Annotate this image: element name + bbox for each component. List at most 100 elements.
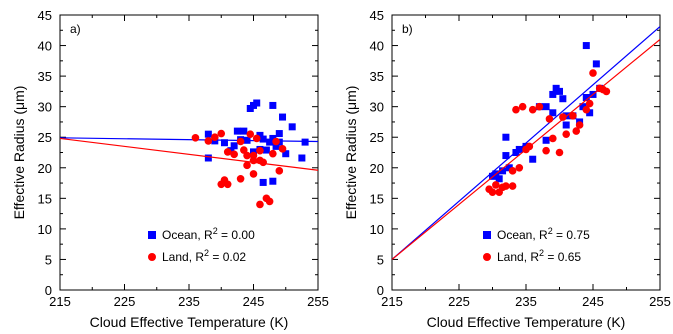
legend-land-text: Land, R: [162, 250, 204, 264]
legend-ocean-text: Ocean, R: [162, 228, 213, 242]
legend-land-marker: [148, 253, 156, 261]
land-point: [569, 112, 577, 120]
land-point: [585, 99, 594, 108]
ocean-point: [529, 155, 537, 163]
y-tick-label: 5: [45, 252, 52, 267]
ocean-point: [559, 95, 567, 103]
panel-a: 215 225 235 245 255 0 5 10 15 20 25 30 35 40 45 Cloud E…: [11, 8, 329, 330]
y-tick-label: 40: [370, 39, 384, 54]
land-point: [204, 137, 213, 145]
x-tick-label: 225: [448, 294, 470, 309]
y-tick-label: 5: [377, 252, 384, 267]
ocean-point: [515, 145, 523, 153]
y-axis-title: Effective Radius (μm): [343, 86, 359, 220]
y-tick-label: 10: [38, 222, 52, 237]
land-point: [191, 134, 200, 142]
land-point: [575, 121, 584, 129]
x-tick-label: 215: [381, 294, 403, 309]
land-point: [582, 105, 591, 114]
land-point: [278, 145, 287, 153]
land-point: [243, 151, 251, 160]
legend-land-text: Land, R: [497, 250, 539, 264]
plot-frame: [59, 14, 319, 291]
legend-ocean-superscript: 2: [548, 226, 553, 236]
y-tick-label: 40: [38, 39, 52, 54]
legend-ocean-label: Ocean, R2 = 0.00: [162, 226, 255, 242]
land-point: [256, 146, 264, 155]
ocean-point: [505, 164, 513, 172]
land-point: [275, 167, 284, 175]
y-tick-label: 15: [38, 191, 52, 206]
ocean-point: [542, 103, 550, 111]
land-point: [211, 133, 219, 142]
x-tick-label: 245: [582, 294, 604, 309]
ocean-point: [592, 60, 600, 68]
ocean-point: [269, 101, 277, 109]
land-point: [512, 105, 520, 114]
y-tick-label: 20: [370, 161, 384, 176]
y-tick-label: 30: [38, 100, 52, 115]
land-point: [249, 156, 258, 165]
land-point: [542, 146, 550, 155]
panel-b: 215 225 235 245 255 0 5 10 15 20 25 30 35 40 45 Cloud E…: [343, 8, 671, 330]
ocean-point: [240, 127, 248, 135]
y-tick-label: 25: [370, 130, 384, 145]
legend-land-label: Land, R2 = 0.65: [497, 248, 581, 264]
legend-land-superscript: 2: [539, 248, 544, 258]
ocean-point: [256, 131, 264, 139]
legend-ocean-superscript: 2: [213, 226, 218, 236]
land-point: [230, 150, 238, 159]
land-point: [528, 105, 537, 114]
y-tick-label: 30: [370, 100, 384, 115]
ocean-point: [502, 133, 510, 141]
panel-label: b): [402, 22, 413, 36]
panel-label: a): [70, 22, 81, 36]
land-point: [246, 130, 255, 138]
y-tick-label: 15: [370, 191, 384, 206]
y-tick-label: 45: [370, 8, 384, 23]
ocean-point: [582, 42, 590, 50]
x-tick-label: 225: [114, 294, 136, 309]
land-point: [502, 182, 510, 190]
land-point: [515, 163, 524, 172]
ocean-point: [556, 87, 563, 95]
ocean-point: [269, 134, 277, 142]
ocean-point: [259, 135, 267, 143]
ocean-point: [204, 130, 212, 138]
land-point: [272, 137, 280, 146]
land-point: [549, 134, 557, 143]
ocean-point: [253, 99, 261, 107]
land-point: [217, 129, 226, 138]
land-point: [525, 142, 534, 151]
legend-land-value: = 0.65: [544, 250, 581, 264]
x-tick-label: 235: [178, 294, 200, 309]
land-point: [518, 102, 527, 111]
ocean-point: [579, 103, 587, 111]
land-point: [236, 137, 245, 146]
legend-land-value: = 0.02: [209, 250, 246, 264]
ocean-point: [549, 109, 557, 117]
ocean-point: [562, 121, 570, 129]
ocean-point: [204, 154, 212, 162]
ocean-point: [301, 138, 309, 146]
y-tick-label: 35: [370, 69, 384, 84]
legend-ocean-marker: [483, 231, 491, 239]
ocean-point: [259, 178, 267, 186]
land-point: [243, 161, 251, 170]
land-point: [555, 148, 564, 157]
legend-land-label: Land, R2 = 0.02: [162, 248, 246, 264]
x-axis-title: Cloud Effective Temperature (K): [427, 314, 626, 330]
x-tick-label: 245: [243, 294, 265, 309]
ocean-point: [275, 130, 283, 138]
y-tick-label: 0: [45, 283, 52, 298]
land-point: [249, 170, 258, 178]
land-point: [265, 197, 274, 206]
legend-ocean-value: = 0.75: [553, 228, 590, 242]
land-point: [269, 149, 277, 158]
land-point: [240, 146, 248, 154]
land-point: [252, 134, 261, 143]
x-tick-label: 235: [515, 294, 537, 309]
ocean-point: [220, 139, 228, 147]
land-point: [602, 87, 611, 96]
land-point: [223, 148, 232, 156]
